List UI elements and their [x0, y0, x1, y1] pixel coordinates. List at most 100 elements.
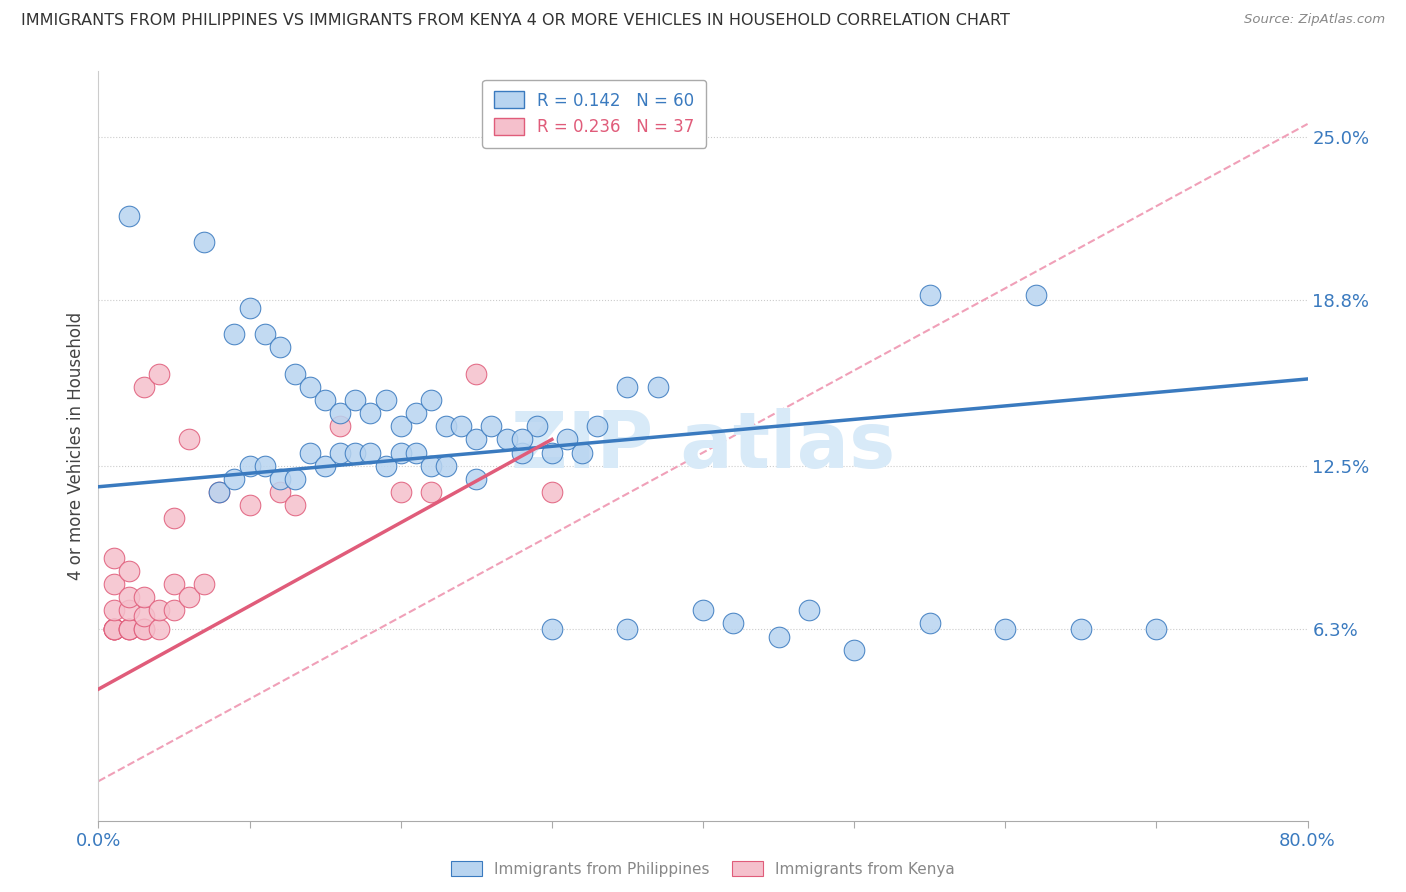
Point	[360, 406, 382, 420]
Point	[571, 445, 593, 459]
Point	[148, 622, 170, 636]
Point	[420, 392, 443, 407]
Point	[269, 340, 291, 354]
Point	[994, 622, 1017, 636]
Point	[208, 485, 231, 500]
Point	[768, 630, 790, 644]
Point	[647, 380, 669, 394]
Point	[329, 406, 352, 420]
Point	[103, 622, 125, 636]
Point	[526, 419, 548, 434]
Point	[163, 511, 186, 525]
Point	[465, 472, 488, 486]
Point	[103, 622, 125, 636]
Point	[555, 433, 578, 447]
Point	[405, 445, 427, 459]
Point	[314, 458, 336, 473]
Point	[132, 622, 155, 636]
Legend: Immigrants from Philippines, Immigrants from Kenya: Immigrants from Philippines, Immigrants …	[443, 853, 963, 884]
Point	[193, 577, 215, 591]
Point	[540, 622, 562, 636]
Point	[540, 485, 562, 500]
Point	[389, 445, 412, 459]
Point	[723, 616, 745, 631]
Point	[389, 485, 412, 500]
Point	[405, 406, 427, 420]
Point	[118, 622, 141, 636]
Point	[269, 485, 291, 500]
Point	[420, 485, 443, 500]
Point	[118, 564, 141, 578]
Point	[510, 433, 533, 447]
Point	[465, 367, 488, 381]
Point	[389, 419, 412, 434]
Point	[103, 622, 125, 636]
Point	[103, 603, 125, 617]
Text: Source: ZipAtlas.com: Source: ZipAtlas.com	[1244, 13, 1385, 27]
Point	[481, 419, 503, 434]
Point	[540, 445, 562, 459]
Point	[450, 419, 472, 434]
Point	[103, 577, 125, 591]
Point	[179, 433, 201, 447]
Point	[434, 419, 457, 434]
Point	[299, 445, 322, 459]
Point	[1024, 288, 1046, 302]
Point	[284, 498, 307, 512]
Point	[586, 419, 609, 434]
Point	[193, 235, 215, 250]
Point	[284, 367, 307, 381]
Point	[299, 380, 322, 394]
Point	[103, 550, 125, 565]
Point	[374, 392, 396, 407]
Point	[163, 603, 186, 617]
Text: ZIP atlas: ZIP atlas	[510, 408, 896, 484]
Point	[208, 485, 231, 500]
Text: IMMIGRANTS FROM PHILIPPINES VS IMMIGRANTS FROM KENYA 4 OR MORE VEHICLES IN HOUSE: IMMIGRANTS FROM PHILIPPINES VS IMMIGRANT…	[21, 13, 1010, 29]
Point	[616, 622, 638, 636]
Point	[118, 603, 141, 617]
Point	[239, 498, 262, 512]
Point	[163, 577, 186, 591]
Point	[329, 445, 352, 459]
Point	[314, 392, 336, 407]
Point	[918, 288, 941, 302]
Point	[103, 622, 125, 636]
Point	[374, 458, 396, 473]
Point	[344, 445, 367, 459]
Point	[692, 603, 714, 617]
Point	[844, 642, 866, 657]
Point	[420, 458, 443, 473]
Point	[360, 445, 382, 459]
Point	[918, 616, 941, 631]
Point	[118, 209, 141, 223]
Point	[344, 392, 367, 407]
Point	[224, 472, 246, 486]
Y-axis label: 4 or more Vehicles in Household: 4 or more Vehicles in Household	[66, 312, 84, 580]
Point	[253, 327, 276, 342]
Point	[797, 603, 820, 617]
Legend: R = 0.142   N = 60, R = 0.236   N = 37: R = 0.142 N = 60, R = 0.236 N = 37	[482, 79, 706, 148]
Point	[465, 433, 488, 447]
Point	[510, 445, 533, 459]
Point	[1070, 622, 1092, 636]
Point	[118, 622, 141, 636]
Point	[239, 458, 262, 473]
Point	[103, 622, 125, 636]
Point	[224, 327, 246, 342]
Point	[269, 472, 291, 486]
Point	[1144, 622, 1167, 636]
Point	[118, 622, 141, 636]
Point	[132, 608, 155, 623]
Point	[495, 433, 517, 447]
Point	[132, 622, 155, 636]
Point	[616, 380, 638, 394]
Point	[132, 590, 155, 604]
Point	[329, 419, 352, 434]
Point	[179, 590, 201, 604]
Point	[118, 590, 141, 604]
Point	[148, 603, 170, 617]
Point	[148, 367, 170, 381]
Point	[284, 472, 307, 486]
Point	[132, 380, 155, 394]
